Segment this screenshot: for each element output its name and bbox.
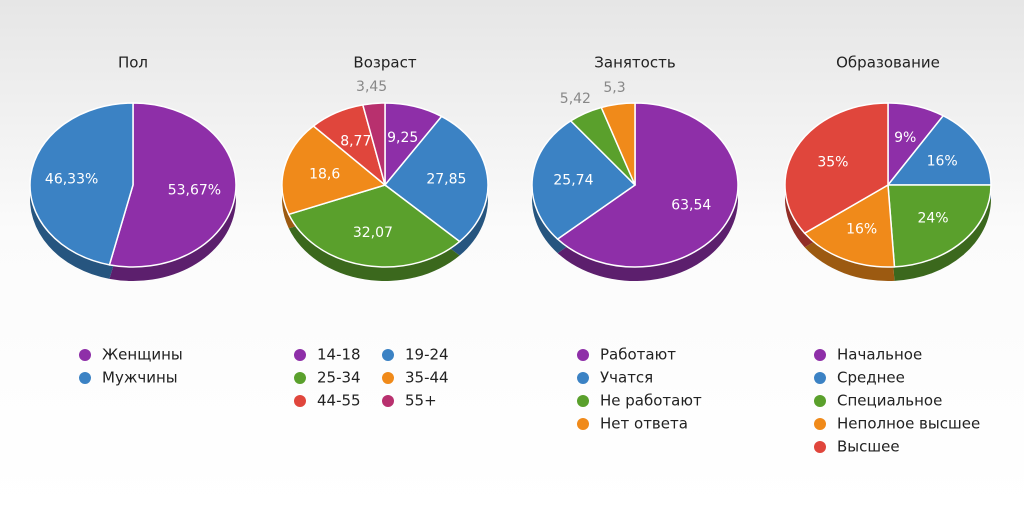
data-label: 63,54 xyxy=(671,197,711,213)
data-label: 53,67% xyxy=(168,183,221,199)
legend-swatch xyxy=(577,395,589,407)
slice xyxy=(361,102,386,186)
data-label: 3,45 xyxy=(356,79,387,95)
legend-label: Начальное xyxy=(837,346,922,364)
legend-swatch xyxy=(79,349,91,361)
legend-swatch xyxy=(814,418,826,430)
slice xyxy=(531,119,637,241)
legend-label: 19-24 xyxy=(405,346,449,364)
data-label: 16% xyxy=(927,153,958,169)
chart-title: Образование xyxy=(836,54,940,72)
slice xyxy=(281,125,387,216)
legend-swatch xyxy=(577,372,589,384)
legend-swatch xyxy=(814,395,826,407)
data-label: 8,77 xyxy=(340,134,371,150)
legend-swatch xyxy=(382,372,394,384)
data-label: 46,33% xyxy=(45,171,98,187)
legend-swatch xyxy=(814,349,826,361)
legend-label: 25-34 xyxy=(317,369,361,387)
legend-label: Высшее xyxy=(837,438,900,456)
slice xyxy=(29,102,134,266)
data-label: 35% xyxy=(817,155,848,171)
data-label: 5,3 xyxy=(603,80,625,96)
legend-swatch xyxy=(814,441,826,453)
slice xyxy=(784,102,889,235)
slice xyxy=(383,115,489,243)
legend-label: 44-55 xyxy=(317,392,361,410)
legend-swatch xyxy=(577,418,589,430)
legend-label: 14-18 xyxy=(317,346,361,364)
legend-swatch xyxy=(294,349,306,361)
legend-swatch xyxy=(294,395,306,407)
chart-title: Пол xyxy=(118,54,148,72)
data-label: 27,85 xyxy=(426,171,466,187)
data-label: 9,25 xyxy=(387,130,418,146)
slice xyxy=(108,102,237,268)
data-label: 24% xyxy=(917,211,948,227)
data-label: 18,6 xyxy=(309,166,340,182)
data-label: 32,07 xyxy=(353,225,393,241)
slice xyxy=(887,184,992,268)
chart-title: Возраст xyxy=(353,54,416,72)
legend-swatch xyxy=(382,349,394,361)
legend-label: Специальное xyxy=(837,392,942,410)
slice xyxy=(803,183,896,268)
data-label: 5,42 xyxy=(560,91,591,107)
legend-label: Среднее xyxy=(837,369,905,387)
legend-label: Мужчины xyxy=(102,369,178,387)
data-label: 25,74 xyxy=(553,173,593,189)
chart-title: Занятость xyxy=(594,54,675,72)
legend-swatch xyxy=(814,372,826,384)
legend-swatch xyxy=(79,372,91,384)
legend-label: 35-44 xyxy=(405,369,449,387)
legend-label: Учатся xyxy=(600,369,653,387)
slice xyxy=(287,184,461,268)
legend-label: Работают xyxy=(600,346,676,364)
slice xyxy=(556,102,739,268)
legend-label: Не работают xyxy=(600,392,702,410)
slice xyxy=(600,102,636,186)
slice xyxy=(886,114,992,186)
legend-label: Нет ответа xyxy=(600,415,688,433)
data-label: 16% xyxy=(846,222,877,238)
legend-swatch xyxy=(577,349,589,361)
legend-label: Неполное высшее xyxy=(837,415,980,433)
legend-label: 55+ xyxy=(405,392,437,410)
data-label: 9% xyxy=(894,130,916,146)
legend-swatch xyxy=(294,372,306,384)
legend-label: Женщины xyxy=(102,346,183,364)
legend-swatch xyxy=(382,395,394,407)
